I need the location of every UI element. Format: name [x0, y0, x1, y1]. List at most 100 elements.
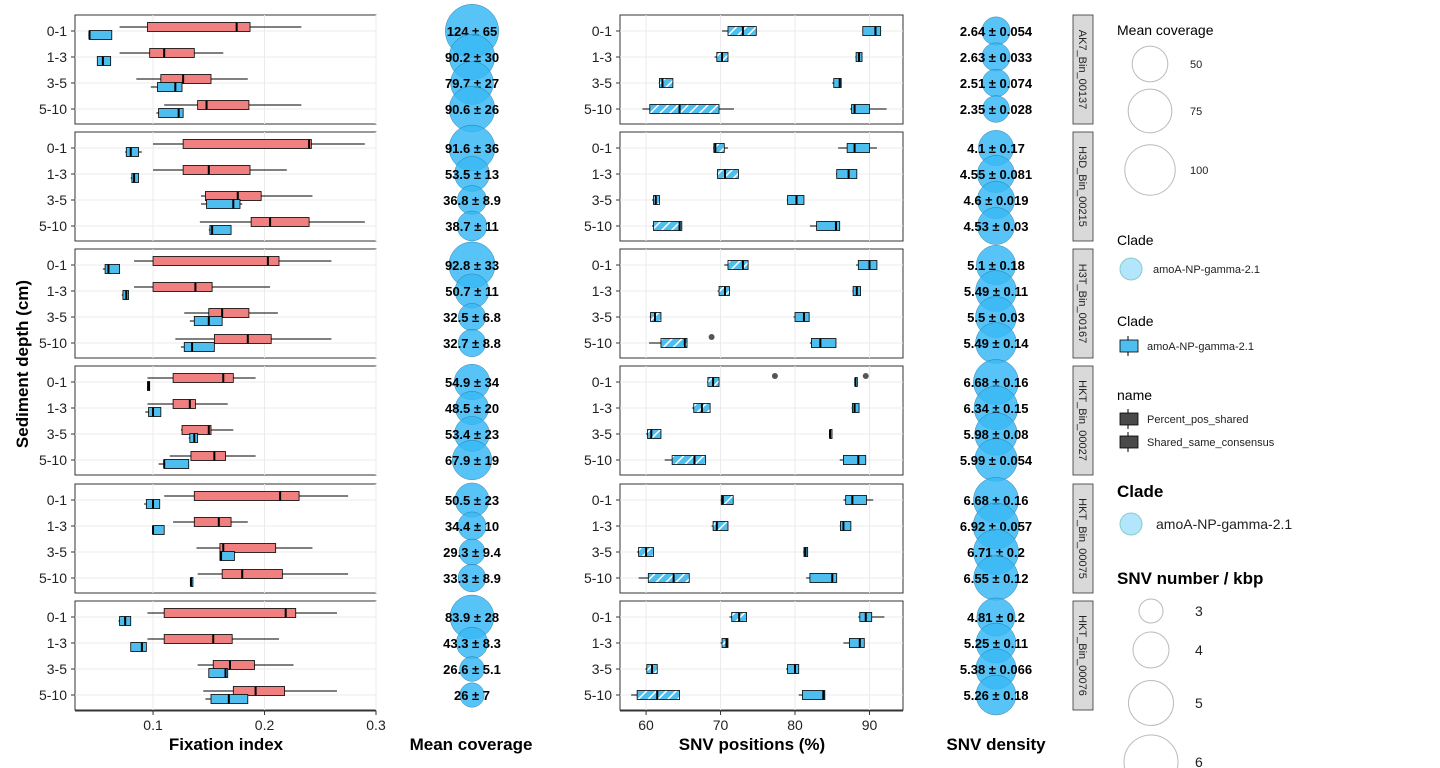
fixation-blue-box: [130, 642, 147, 652]
y-tick-label: 0-1: [47, 492, 67, 508]
legend-clade-fill-key: [1119, 257, 1143, 281]
legend-coverage-circle: [1131, 45, 1169, 83]
density-label: 5.26 ± 0.18: [964, 688, 1029, 703]
snv-outlier: [862, 373, 869, 379]
fixation-pink-box: [160, 74, 212, 84]
legend-clade-box-label: amoA-NP-gamma-2.1: [1147, 341, 1254, 353]
coverage-label: 90.6 ± 26: [445, 102, 499, 117]
y-tick-label: 3-5: [592, 309, 612, 325]
legend-snv-label: 4: [1195, 642, 1203, 658]
snv-solid-box: [843, 455, 867, 465]
snv-solid-box: [802, 690, 826, 700]
snv-outlier: [708, 334, 715, 340]
y-tick-label: 0-1: [47, 374, 67, 390]
legend-name-title: name: [1117, 387, 1152, 403]
snv-hatch-box: [727, 260, 749, 270]
y-tick-label: 1-3: [592, 400, 612, 416]
legend-snv-label: 6: [1195, 754, 1203, 768]
fixation-blue-box: [219, 551, 235, 561]
fixation-pink-box: [212, 660, 255, 670]
y-tick-label: 0-1: [47, 257, 67, 273]
y-tick-label: 3-5: [47, 309, 67, 325]
x-tick-label: 80: [787, 717, 803, 733]
coverage-label: 53.4 ± 23: [445, 427, 499, 442]
fixation-pink-box: [182, 139, 312, 149]
y-tick-label: 5-10: [39, 335, 67, 351]
fixation-pink-box: [182, 165, 251, 175]
density-label: 5.49 ± 0.14: [964, 336, 1030, 351]
snv-outlier: [771, 373, 778, 379]
legend-clade-big-title: Clade: [1117, 482, 1163, 501]
y-tick-label: 5-10: [584, 335, 612, 351]
y-tick-label: 0-1: [592, 374, 612, 390]
fixation-pink-box: [163, 634, 233, 644]
fixation-panel: [74, 365, 377, 476]
legend-snv-circle: [1128, 680, 1174, 726]
fixation-pink-box: [152, 256, 280, 266]
fixation-pink-box: [193, 491, 300, 501]
snv-hatch-box: [717, 169, 739, 179]
y-tick-label: 0-1: [592, 23, 612, 39]
y-tick-label: 5-10: [584, 218, 612, 234]
fixation-pink-box: [250, 217, 310, 227]
y-tick-label: 1-3: [592, 166, 612, 182]
snv-hatch-box: [721, 638, 729, 648]
snv-solid-box: [787, 664, 800, 674]
legend-name-key: [1119, 412, 1139, 426]
y-tick-label: 3-5: [592, 661, 612, 677]
legend-snv-label: 3: [1195, 603, 1203, 619]
fixation-x-title: Fixation index: [169, 735, 284, 754]
legend-snv-circle: [1132, 631, 1170, 669]
snv-solid-box: [845, 495, 867, 505]
legend-clade-box-title: Clade: [1117, 313, 1154, 329]
bin-row: 0-1 1-3 3-5 5-10 83.9 ± 28 43.3 ± 8.3 26.6 ± 5…: [39, 594, 1094, 716]
density-label: 6.92 ± 0.057: [960, 519, 1032, 534]
density-bubble: [982, 95, 1010, 123]
x-tick-label: 60: [638, 717, 654, 733]
legend-name-label: Percent_pos_shared: [1147, 414, 1249, 426]
snv-hatch-box: [636, 690, 680, 700]
y-tick-label: 1-3: [592, 635, 612, 651]
snv-solid-box: [794, 312, 810, 322]
legend: Mean coverage 50 75 100 Clade amoA-NP-gamma-2…: [1117, 22, 1292, 768]
fixation-pink-box: [163, 608, 297, 618]
facet-strip-label: HKT_Bin_00075: [1076, 498, 1088, 579]
legend-clade-big-label: amoA-NP-gamma-2.1: [1156, 516, 1292, 532]
y-tick-label: 5-10: [584, 687, 612, 703]
y-tick-label: 1-3: [47, 49, 67, 65]
fixation-pink-box: [197, 100, 250, 110]
x-tick-label: 0.3: [366, 717, 386, 733]
facet-strip: [1072, 600, 1094, 711]
snv-solid-box: [862, 26, 882, 36]
fixation-pink-box: [208, 308, 250, 318]
y-tick-label: 0-1: [47, 609, 67, 625]
y-tick-label: 1-3: [47, 518, 67, 534]
facet-strip: [1072, 248, 1094, 359]
y-tick-label: 0-1: [47, 140, 67, 156]
y-tick-label: 3-5: [592, 544, 612, 560]
density-bubble: [977, 207, 1015, 245]
y-tick-label: 1-3: [47, 166, 67, 182]
fixation-pink-box: [172, 373, 234, 383]
coverage-bubble: [457, 563, 487, 593]
density-x-title: SNV density: [946, 735, 1046, 754]
fixation-blue-box: [89, 30, 113, 40]
fixation-pink-box: [232, 686, 285, 696]
facet-strip: [1072, 365, 1094, 476]
y-tick-label: 3-5: [47, 75, 67, 91]
coverage-label: 48.5 ± 20: [445, 401, 499, 416]
density-label: 2.51 ± 0.074: [960, 76, 1033, 91]
y-axis-title: Sediment depth (cm): [13, 280, 32, 448]
legend-snv-circle: [1138, 598, 1164, 624]
density-label: 4.53 ± 0.03: [964, 219, 1029, 234]
fixation-blue-box: [158, 108, 184, 118]
density-bubble: [975, 674, 1017, 716]
fixation-blue-box: [96, 56, 112, 66]
y-tick-label: 0-1: [592, 609, 612, 625]
snv-solid-box: [851, 403, 860, 413]
legend-snv-title: SNV number / kbp: [1117, 569, 1263, 588]
legend-clade-box-key: [1119, 339, 1139, 353]
snv-hatch-box: [649, 104, 720, 114]
density-label: 6.71 ± 0.2: [967, 545, 1025, 560]
fixation-blue-box: [104, 264, 120, 274]
